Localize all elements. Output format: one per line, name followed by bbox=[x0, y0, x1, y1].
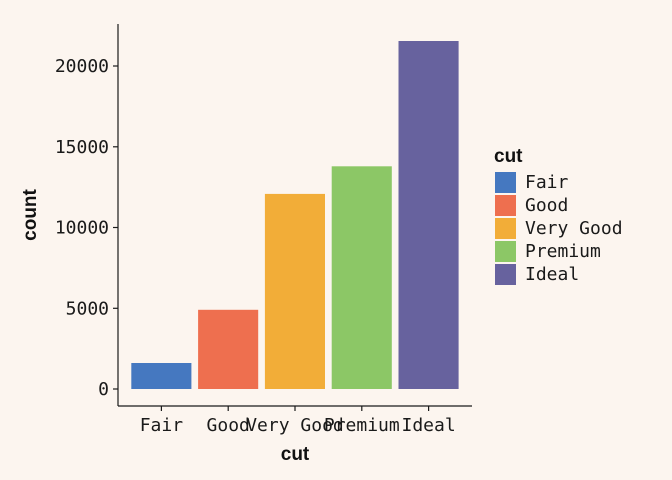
legend-key-very-good bbox=[495, 218, 516, 239]
y-tick-label: 0 bbox=[98, 379, 109, 400]
legend-key-good bbox=[495, 195, 516, 216]
y-tick-label: 15000 bbox=[55, 137, 109, 158]
legend-label: Premium bbox=[525, 241, 601, 262]
bars-layer bbox=[131, 41, 459, 389]
bar-ideal bbox=[398, 41, 459, 389]
y-axis-title: count bbox=[20, 188, 41, 240]
x-tick-label: Ideal bbox=[402, 415, 456, 436]
legend-key-ideal bbox=[495, 264, 516, 285]
y-tick-label: 20000 bbox=[55, 56, 109, 77]
bar-good bbox=[198, 309, 259, 389]
legend-key-premium bbox=[495, 241, 516, 262]
x-tick-label: Very Good bbox=[246, 415, 344, 436]
legend-label: Fair bbox=[525, 172, 569, 193]
x-tick-label: Premium bbox=[324, 415, 400, 436]
x-tick-label: Fair bbox=[140, 415, 184, 436]
y-tick-label: 5000 bbox=[66, 298, 109, 319]
x-tick-label: Good bbox=[207, 415, 250, 436]
bar-premium bbox=[331, 166, 392, 389]
legend-key-fair bbox=[495, 172, 516, 193]
y-axis-ticks: 0 5000 10000 15000 20000 bbox=[55, 56, 118, 400]
legend-label: Good bbox=[525, 195, 568, 216]
bar-very-good bbox=[264, 193, 325, 389]
legend-title: cut bbox=[494, 146, 523, 167]
legend-label: Very Good bbox=[525, 218, 623, 239]
bar-fair bbox=[131, 363, 192, 389]
x-axis-title: cut bbox=[281, 444, 310, 465]
legend-label: Ideal bbox=[525, 264, 579, 285]
y-tick-label: 10000 bbox=[55, 218, 109, 239]
